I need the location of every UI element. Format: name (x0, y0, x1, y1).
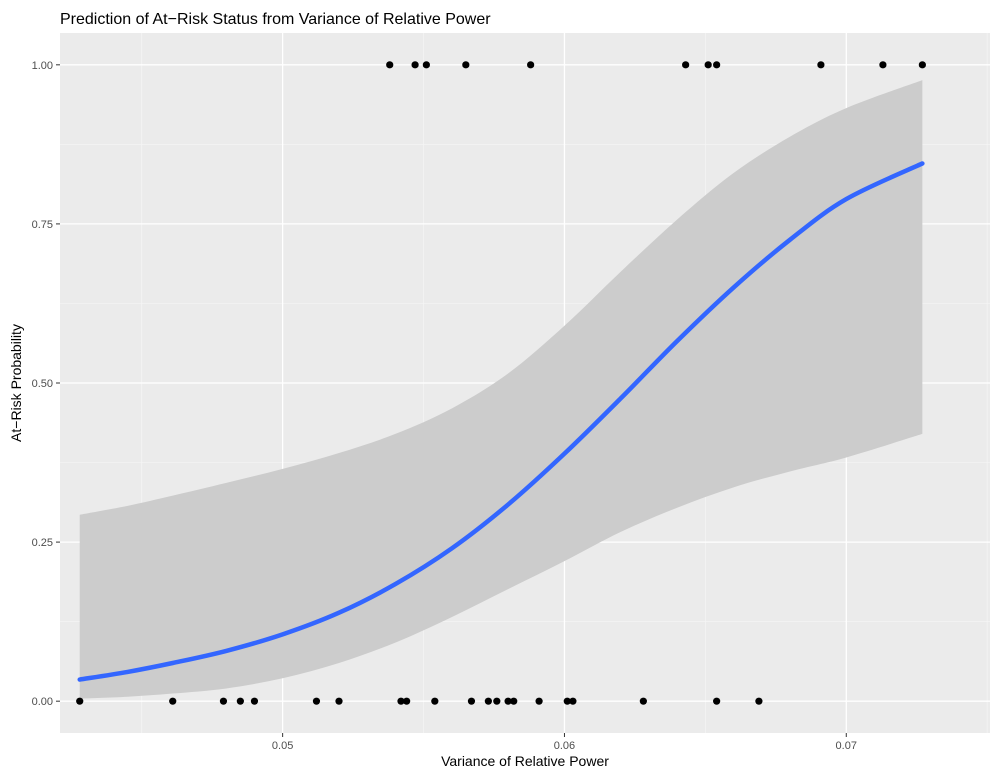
data-point (817, 61, 825, 69)
data-point (431, 697, 439, 705)
data-point (250, 697, 259, 705)
data-point (504, 697, 512, 705)
data-point (713, 61, 721, 69)
data-point (76, 697, 84, 705)
data-point (462, 61, 470, 69)
fit-line (77, 161, 925, 682)
data-point (403, 697, 411, 705)
data-point (918, 61, 926, 69)
x-tick-label: 0.05 (272, 740, 293, 752)
data-point (484, 697, 492, 705)
data-point (312, 697, 321, 705)
data-point (569, 697, 577, 705)
x-tick-label: 0.07 (836, 740, 857, 752)
data-point (169, 697, 177, 705)
x-axis: 0.05 0.06 0.07 (272, 733, 857, 752)
data-point (493, 697, 501, 705)
data-point (639, 697, 647, 705)
data-point (535, 697, 543, 705)
data-point (422, 61, 430, 69)
data-points (76, 61, 926, 705)
y-tick-label: 0.75 (32, 219, 53, 231)
data-point (219, 697, 228, 705)
y-axis-title: At−Risk Probability (8, 324, 24, 442)
data-point (236, 697, 244, 705)
data-point (397, 697, 405, 705)
data-point (879, 61, 887, 69)
data-point (467, 697, 476, 705)
data-point (755, 697, 763, 705)
x-tick-label: 0.06 (554, 740, 575, 752)
y-tick-label: 0.25 (32, 537, 53, 549)
y-axis: 0.00 0.25 0.50 0.75 1.00 (32, 60, 60, 708)
data-point (713, 697, 721, 705)
data-point (563, 697, 571, 705)
data-point (682, 61, 690, 69)
x-axis-title: Variance of Relative Power (441, 753, 609, 769)
y-tick-label: 0.50 (32, 378, 53, 390)
y-tick-label: 1.00 (32, 60, 53, 72)
data-point (335, 697, 343, 705)
data-point (411, 61, 419, 69)
data-point (704, 61, 712, 69)
data-point (527, 61, 535, 69)
chart-title: Prediction of At−Risk Status from Varian… (60, 11, 491, 28)
y-tick-label: 0.00 (32, 696, 53, 708)
data-point (510, 697, 518, 705)
data-point (386, 61, 394, 69)
confidence-band (79, 80, 923, 699)
